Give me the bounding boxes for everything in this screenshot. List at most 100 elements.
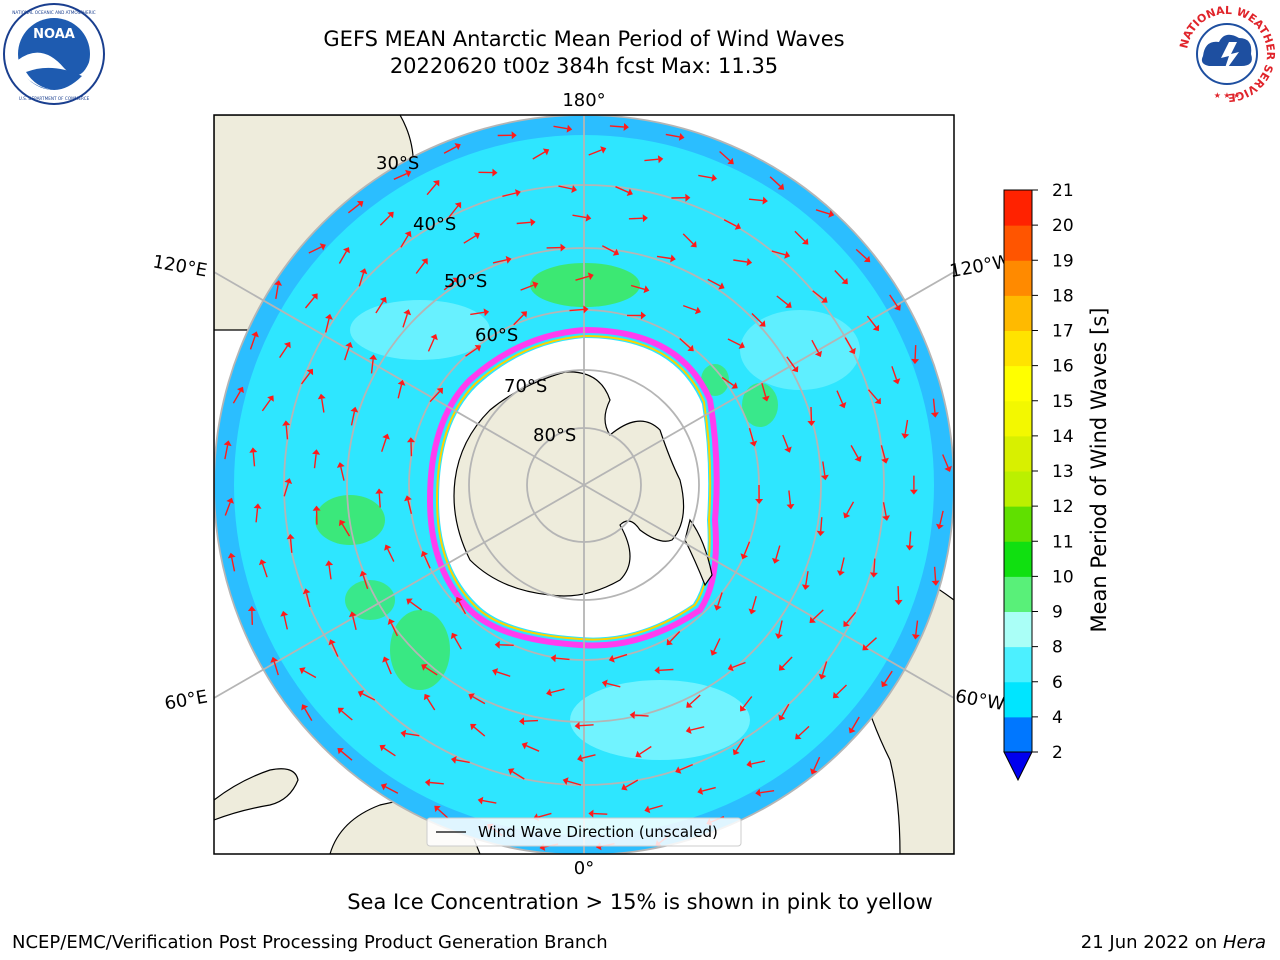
wave-arrow-head bbox=[585, 213, 592, 222]
wave-arrow-head bbox=[732, 748, 740, 756]
wave-arrow-shaft bbox=[634, 714, 649, 717]
wave-arrow-head bbox=[430, 334, 438, 341]
wave-arrow-shaft bbox=[352, 616, 357, 630]
wave-arrow-head bbox=[785, 301, 792, 308]
wave-arrow-shaft bbox=[275, 284, 279, 300]
wave-arrow-head bbox=[623, 123, 629, 131]
wave-arrow-shaft bbox=[579, 724, 594, 727]
wave-arrow-head bbox=[423, 693, 431, 701]
wave-arrow-head bbox=[387, 211, 394, 219]
wave-arrow-shaft bbox=[390, 622, 399, 637]
wave-arrow-shaft bbox=[496, 671, 511, 677]
wave-arrow-head bbox=[520, 311, 527, 318]
wave-arrow-shaft bbox=[463, 235, 477, 244]
wave-arrow-shaft bbox=[690, 726, 705, 731]
wave-arrow-head bbox=[550, 654, 556, 663]
wave-arrow-shaft bbox=[273, 661, 279, 676]
wave-arrow-head bbox=[905, 545, 914, 551]
colorbar-tick-label: 17 bbox=[1052, 322, 1074, 342]
wave-arrow-head bbox=[436, 387, 443, 395]
wave-arrow-head bbox=[454, 143, 461, 151]
wave-arrow-head bbox=[944, 465, 952, 472]
wave-arrow-head bbox=[821, 296, 828, 303]
wave-arrow-head bbox=[816, 530, 825, 537]
colorbar-segment bbox=[1004, 541, 1032, 577]
wave-arrow-shaft bbox=[385, 786, 399, 794]
colorbar-segment bbox=[1004, 365, 1032, 402]
wave-arrow-head bbox=[795, 733, 802, 740]
colorbar-tick-label: 21 bbox=[1052, 181, 1074, 201]
wave-arrow-shaft bbox=[458, 601, 467, 615]
wave-arrow-head bbox=[403, 309, 412, 316]
colorbar-segment bbox=[1004, 646, 1032, 683]
wave-arrow-head bbox=[862, 644, 869, 651]
wave-arrow-shaft bbox=[821, 661, 828, 676]
wave-arrow-shaft bbox=[338, 251, 348, 264]
wave-arrow-head bbox=[574, 721, 580, 730]
wave-arrow-head bbox=[734, 222, 741, 230]
wave-arrow-head bbox=[746, 760, 753, 768]
wave-arrow-shaft bbox=[520, 284, 534, 291]
colorbar-tick-label: 14 bbox=[1052, 427, 1074, 447]
wave-arrow-shaft bbox=[866, 315, 877, 328]
wave-arrow-shaft bbox=[482, 799, 497, 804]
wave-arrow-head bbox=[738, 341, 745, 349]
wave-arrow-shaft bbox=[512, 771, 525, 780]
wave-arrow-shaft bbox=[255, 508, 259, 523]
wave-arrow-shaft bbox=[409, 601, 423, 611]
wave-arrow-head bbox=[837, 570, 845, 576]
wave-arrow-head bbox=[727, 663, 734, 672]
wave-arrow-head bbox=[930, 412, 939, 418]
wave-arrow-head bbox=[306, 368, 314, 376]
wave-arrow-shaft bbox=[393, 172, 407, 180]
wave-arrow-shaft bbox=[891, 366, 898, 380]
wave-arrow-head bbox=[312, 449, 321, 455]
wave-arrow-head bbox=[404, 495, 412, 502]
wave-arrow-head bbox=[710, 649, 718, 656]
wave-arrow-head bbox=[280, 610, 289, 617]
wave-arrow-head bbox=[505, 255, 512, 264]
wave-arrow-shaft bbox=[429, 781, 444, 785]
wave-arrow-shaft bbox=[659, 668, 674, 671]
wave-arrow-head bbox=[759, 320, 766, 327]
wave-arrow-shaft bbox=[897, 586, 900, 601]
wave-arrow-shaft bbox=[846, 611, 857, 624]
wave-arrow-shaft bbox=[532, 151, 546, 160]
wave-arrow-shaft bbox=[341, 523, 351, 537]
wave-arrow-shaft bbox=[537, 812, 552, 818]
wave-arrow-shaft bbox=[781, 656, 793, 668]
wave-arrow-shaft bbox=[601, 245, 616, 253]
wave-arrow-head bbox=[434, 805, 441, 813]
wave-arrow-shaft bbox=[721, 376, 734, 386]
wave-arrow-shaft bbox=[567, 780, 582, 786]
wave-arrow-head bbox=[577, 754, 583, 763]
wave-arrow-shaft bbox=[283, 482, 289, 497]
wave-arrow-head bbox=[690, 241, 697, 248]
wave-arrow-shaft bbox=[873, 558, 876, 573]
wave-arrow-head bbox=[375, 488, 384, 494]
wave-arrow-shaft bbox=[341, 710, 353, 721]
wave-arrow-head bbox=[711, 174, 717, 182]
wave-arrow-head bbox=[286, 533, 295, 540]
wave-arrow-head bbox=[312, 505, 321, 511]
wave-arrow-head bbox=[777, 183, 785, 190]
wave-arrow-head bbox=[909, 489, 918, 495]
wave-arrow-shaft bbox=[760, 790, 775, 794]
wave-arrow-shaft bbox=[813, 756, 821, 771]
wave-arrow-head bbox=[350, 406, 359, 413]
wave-arrow-shaft bbox=[609, 125, 624, 128]
green-patch-north bbox=[530, 263, 640, 307]
wave-arrow-shaft bbox=[707, 278, 721, 287]
wave-arrow-shaft bbox=[812, 609, 824, 621]
wave-arrow-shaft bbox=[502, 192, 517, 197]
wave-arrow-shaft bbox=[340, 750, 353, 761]
wave-arrow-shaft bbox=[751, 596, 757, 610]
wave-arrow-shaft bbox=[613, 653, 628, 660]
wave-arrow-shaft bbox=[231, 557, 236, 572]
wave-arrow-shaft bbox=[933, 566, 937, 581]
wave-arrow-head bbox=[869, 572, 878, 578]
wave-arrow-shaft bbox=[769, 176, 781, 187]
wave-arrow-head bbox=[778, 664, 786, 671]
wave-arrow-head bbox=[657, 155, 664, 164]
wave-arrow-head bbox=[814, 350, 822, 357]
